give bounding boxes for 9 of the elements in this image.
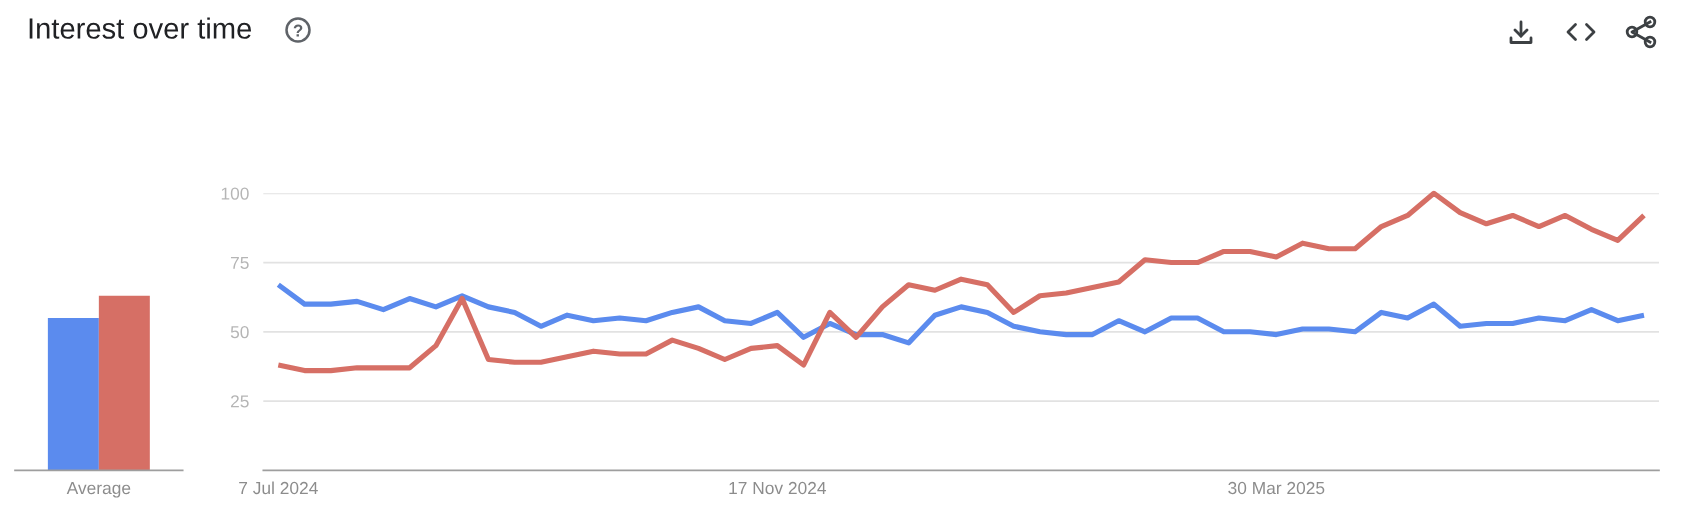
x-tick-label: 30 Mar 2025 [1228, 481, 1325, 495]
y-tick-label: 25 [230, 395, 249, 408]
chart-title: Interest over time [29, 17, 252, 39]
x-tick-label: 17 Nov 2024 [729, 481, 827, 495]
y-tick-label: 50 [230, 325, 249, 339]
x-tick-label: 7 Jul 2024 [239, 481, 318, 495]
y-tick-label: 75 [230, 256, 249, 270]
x-tick-label: Average [66, 482, 131, 498]
y-tick-label: 100 [221, 187, 249, 200]
